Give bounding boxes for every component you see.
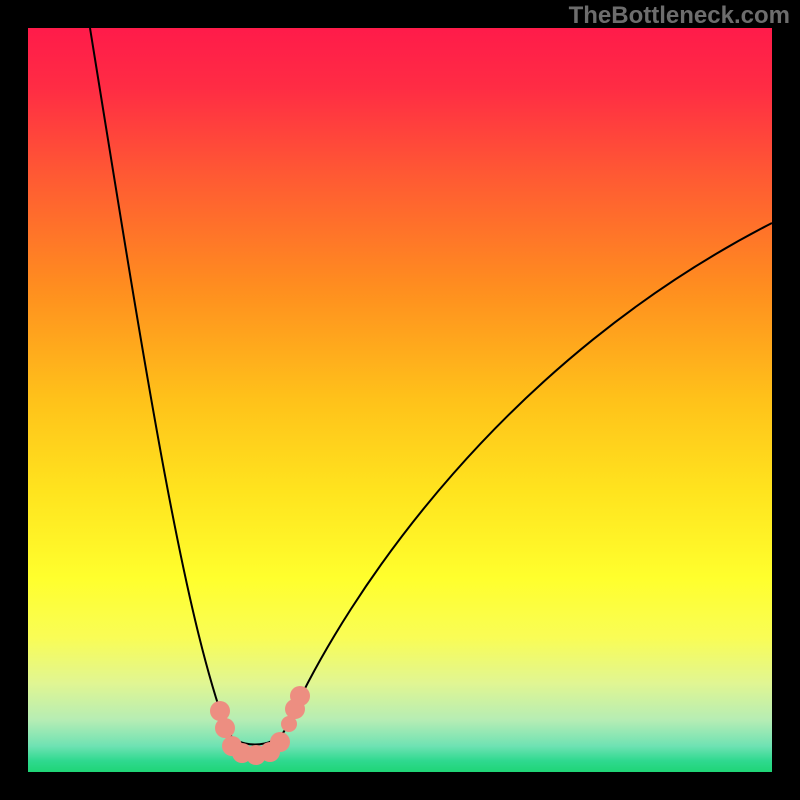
chart-frame: TheBottleneck.com (0, 0, 800, 800)
plot-area (28, 28, 772, 772)
data-marker (290, 686, 310, 706)
curve-path (90, 28, 772, 745)
bottleneck-curve (28, 28, 772, 772)
watermark-text: TheBottleneck.com (569, 2, 790, 30)
data-marker (215, 718, 235, 738)
data-marker (270, 732, 290, 752)
